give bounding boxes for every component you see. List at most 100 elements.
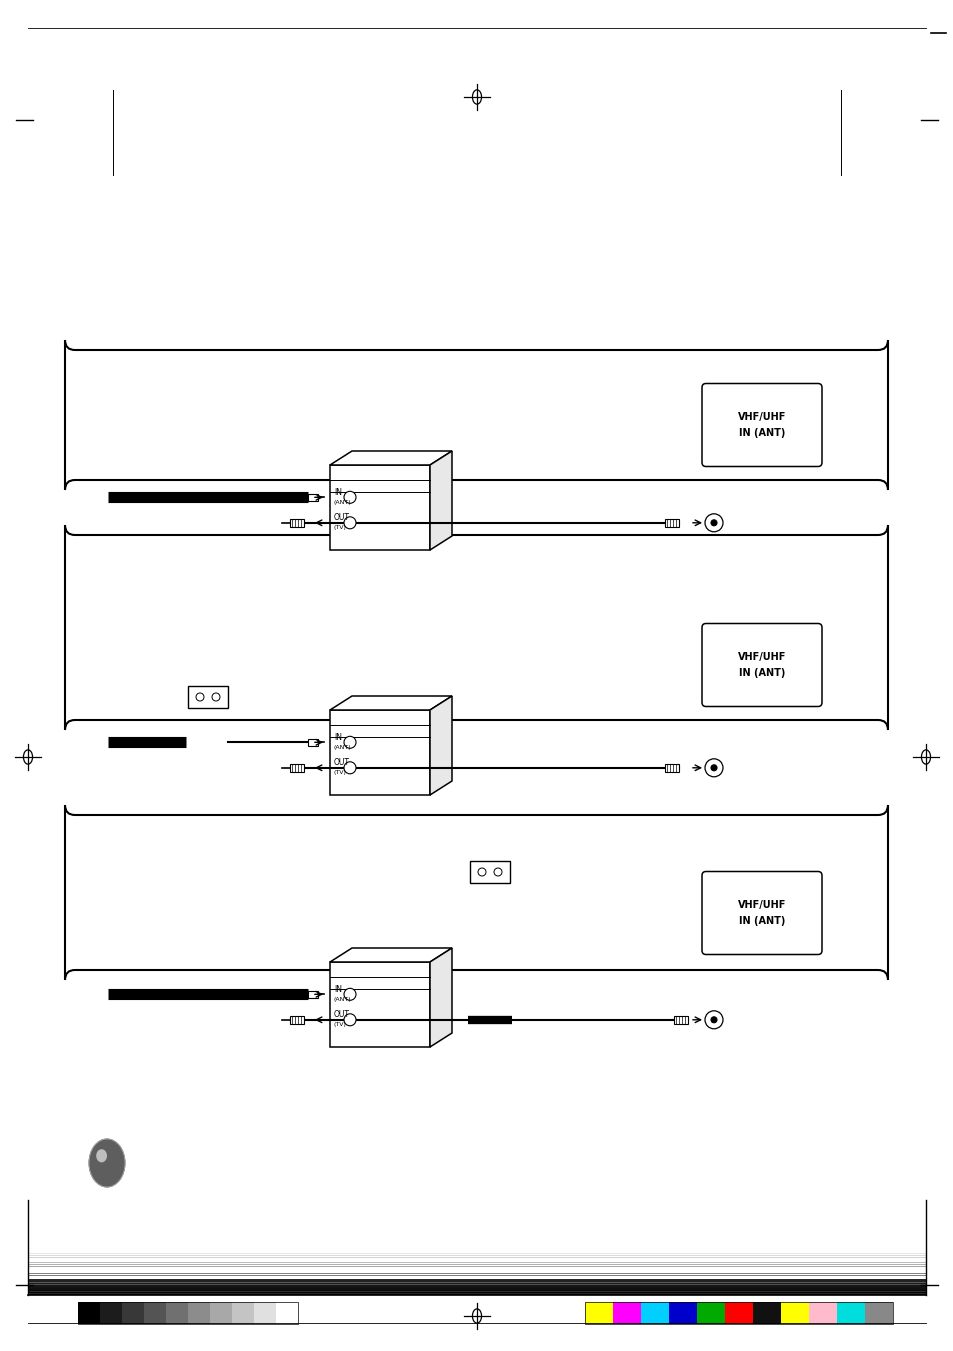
Ellipse shape	[96, 1148, 118, 1178]
Bar	[166, 1302, 188, 1324]
Ellipse shape	[103, 1158, 112, 1169]
Ellipse shape	[103, 1158, 111, 1167]
Text: IN: IN	[334, 488, 341, 497]
Bar	[210, 1302, 232, 1324]
Ellipse shape	[90, 1140, 124, 1186]
Bar	[836, 1302, 864, 1324]
FancyBboxPatch shape	[701, 871, 821, 955]
Circle shape	[704, 513, 722, 532]
FancyBboxPatch shape	[701, 624, 821, 707]
Ellipse shape	[95, 1148, 118, 1178]
Bar	[308, 739, 317, 746]
Ellipse shape	[96, 1150, 107, 1162]
Text: OUT: OUT	[334, 513, 350, 523]
Bar	[584, 1302, 613, 1324]
Bar	[122, 1302, 144, 1324]
Circle shape	[344, 989, 355, 1000]
Text: IN: IN	[334, 985, 341, 994]
Ellipse shape	[101, 1155, 112, 1171]
Text: VHF/UHF: VHF/UHF	[737, 653, 785, 662]
Text: IN (ANT): IN (ANT)	[738, 667, 784, 678]
Bar	[188, 686, 228, 708]
Circle shape	[477, 867, 485, 875]
Ellipse shape	[106, 1162, 108, 1165]
Bar	[290, 763, 304, 771]
Ellipse shape	[105, 1161, 110, 1166]
Ellipse shape	[91, 1142, 124, 1185]
Ellipse shape	[94, 1146, 120, 1181]
Circle shape	[344, 1013, 355, 1025]
Ellipse shape	[97, 1151, 116, 1175]
Bar	[78, 1302, 100, 1324]
Ellipse shape	[93, 1146, 120, 1181]
Ellipse shape	[98, 1151, 115, 1174]
Circle shape	[710, 765, 717, 771]
Circle shape	[710, 1017, 717, 1023]
Bar	[664, 519, 679, 527]
Polygon shape	[330, 696, 452, 711]
Ellipse shape	[97, 1150, 116, 1175]
Polygon shape	[330, 451, 452, 465]
Ellipse shape	[93, 1144, 121, 1181]
Text: (TV): (TV)	[334, 770, 347, 775]
FancyBboxPatch shape	[65, 805, 887, 979]
Text: IN (ANT): IN (ANT)	[738, 916, 784, 925]
Ellipse shape	[102, 1156, 112, 1169]
Bar	[781, 1302, 808, 1324]
Text: IN (ANT): IN (ANT)	[738, 428, 784, 438]
Ellipse shape	[101, 1155, 112, 1170]
Circle shape	[344, 736, 355, 748]
Polygon shape	[430, 696, 452, 794]
Polygon shape	[330, 948, 452, 962]
Bar	[613, 1302, 640, 1324]
Bar	[640, 1302, 668, 1324]
Circle shape	[195, 693, 204, 701]
Ellipse shape	[90, 1140, 125, 1186]
Bar	[144, 1302, 166, 1324]
Bar	[275, 1302, 297, 1324]
Circle shape	[344, 517, 355, 528]
Bar	[308, 990, 317, 998]
FancyBboxPatch shape	[701, 384, 821, 466]
Ellipse shape	[91, 1142, 123, 1185]
Bar	[808, 1302, 836, 1324]
Text: IN: IN	[334, 732, 341, 742]
Circle shape	[344, 492, 355, 504]
Ellipse shape	[99, 1154, 114, 1173]
Text: OUT: OUT	[334, 1011, 350, 1019]
Circle shape	[212, 693, 220, 701]
Ellipse shape	[98, 1152, 115, 1174]
Polygon shape	[430, 948, 452, 1047]
Ellipse shape	[94, 1147, 119, 1179]
Bar	[232, 1302, 253, 1324]
Bar	[470, 861, 510, 884]
Text: VHF/UHF: VHF/UHF	[737, 900, 785, 911]
Circle shape	[494, 867, 501, 875]
Text: (TV): (TV)	[334, 1023, 347, 1027]
Circle shape	[704, 1011, 722, 1029]
Ellipse shape	[104, 1159, 110, 1166]
Ellipse shape	[104, 1159, 111, 1167]
Bar	[308, 494, 317, 501]
Bar	[668, 1302, 697, 1324]
Bar	[330, 711, 430, 794]
Bar	[673, 1016, 687, 1024]
Ellipse shape	[92, 1144, 121, 1182]
Ellipse shape	[100, 1155, 113, 1171]
Bar	[864, 1302, 892, 1324]
Polygon shape	[430, 451, 452, 550]
Ellipse shape	[106, 1162, 109, 1165]
Bar	[290, 1016, 304, 1024]
Bar	[330, 962, 430, 1047]
Bar	[724, 1302, 752, 1324]
Ellipse shape	[105, 1161, 109, 1166]
Ellipse shape	[91, 1142, 123, 1183]
Bar	[752, 1302, 781, 1324]
FancyBboxPatch shape	[65, 526, 887, 730]
Circle shape	[704, 759, 722, 777]
Bar	[28, 1200, 925, 1248]
Text: (ANT): (ANT)	[334, 997, 352, 1002]
Bar	[100, 1302, 122, 1324]
Ellipse shape	[92, 1143, 122, 1182]
Bar	[697, 1302, 724, 1324]
